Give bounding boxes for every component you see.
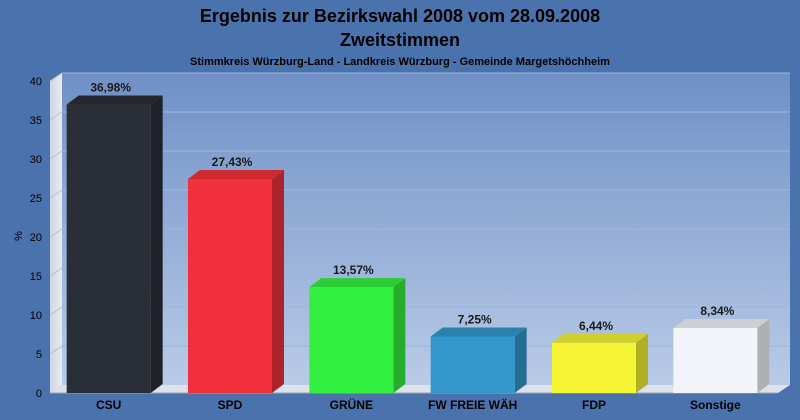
bars: 36,98% 27,43% 13,57% 7,25% 6,44% 8,34%: [66, 81, 770, 393]
x-tick-label: CSU: [96, 398, 121, 412]
bar-top: [309, 278, 406, 288]
chart-subtitle: Stimmkreis Würzburg-Land - Landkreis Wür…: [190, 56, 610, 68]
bar-fw-freie-wäh: [430, 327, 527, 393]
bar-front: [430, 336, 515, 393]
bar-top: [66, 95, 163, 105]
bar-front: [66, 104, 151, 393]
data-label: 7,25%: [458, 312, 492, 326]
data-label: 27,43%: [212, 155, 253, 169]
grid-line-side: [49, 111, 63, 121]
data-label: 36,98%: [90, 81, 131, 95]
x-tick-label: Sonstige: [690, 398, 741, 412]
x-axis-categories: CSU SPD GRÜNE FW FREIE WÄH FDP Sonstige: [96, 397, 741, 412]
bar-sonstige: [673, 318, 770, 393]
bar-side: [514, 327, 527, 393]
chart-title: Ergebnis zur Bezirkswahl 2008 vom 28.09.…: [200, 6, 600, 26]
y-tick-label: 5: [36, 349, 42, 361]
bar-side: [150, 95, 163, 393]
bar-fdp: [552, 333, 648, 393]
bar-top: [188, 170, 284, 180]
bar-front: [552, 342, 636, 393]
chart-title-line2: Zweitstimmen: [340, 30, 460, 50]
bar-top: [430, 327, 527, 337]
x-tick-label: FDP: [582, 398, 606, 412]
grid-line-side: [49, 72, 63, 82]
data-label: 8,34%: [700, 304, 734, 318]
bar-spd: [188, 170, 284, 393]
grid-line-side: [49, 345, 63, 355]
y-axis-label: %: [13, 231, 25, 241]
x-tick-label: FW FREIE WÄH: [428, 397, 517, 412]
y-tick-label: 35: [30, 115, 42, 127]
y-tick-label: 30: [30, 154, 42, 166]
y-tick-label: 25: [30, 193, 42, 205]
bar-side: [636, 333, 648, 393]
grid-line-side: [49, 228, 63, 238]
data-label: 13,57%: [333, 263, 374, 277]
bar-side: [272, 170, 284, 393]
y-tick-label: 0: [36, 388, 42, 400]
bar-top: [673, 318, 770, 328]
y-tick-label: 15: [30, 271, 42, 283]
grid-line-side: [49, 267, 63, 277]
bar-side: [757, 318, 770, 393]
y-tick-label: 10: [30, 310, 42, 322]
bar-top: [552, 333, 648, 343]
bar-side: [393, 278, 406, 393]
grid-line-side: [49, 189, 63, 199]
x-tick-label: GRÜNE: [330, 397, 373, 412]
bar-front: [188, 179, 272, 393]
bar-front: [673, 327, 758, 393]
y-tick-label: 20: [30, 232, 42, 244]
y-tick-label: 40: [30, 76, 42, 88]
grid-lines: [49, 72, 790, 355]
bar-front: [309, 287, 394, 393]
bar-grüne: [309, 278, 406, 393]
x-tick-label: SPD: [218, 398, 243, 412]
y-axis-ticks: 0 5 10 15 20 25 30 35 40: [30, 76, 42, 400]
data-label: 6,44%: [579, 319, 613, 333]
grid-line-side: [49, 150, 63, 160]
bar-csu: [66, 95, 163, 393]
grid-line-side: [49, 306, 63, 316]
